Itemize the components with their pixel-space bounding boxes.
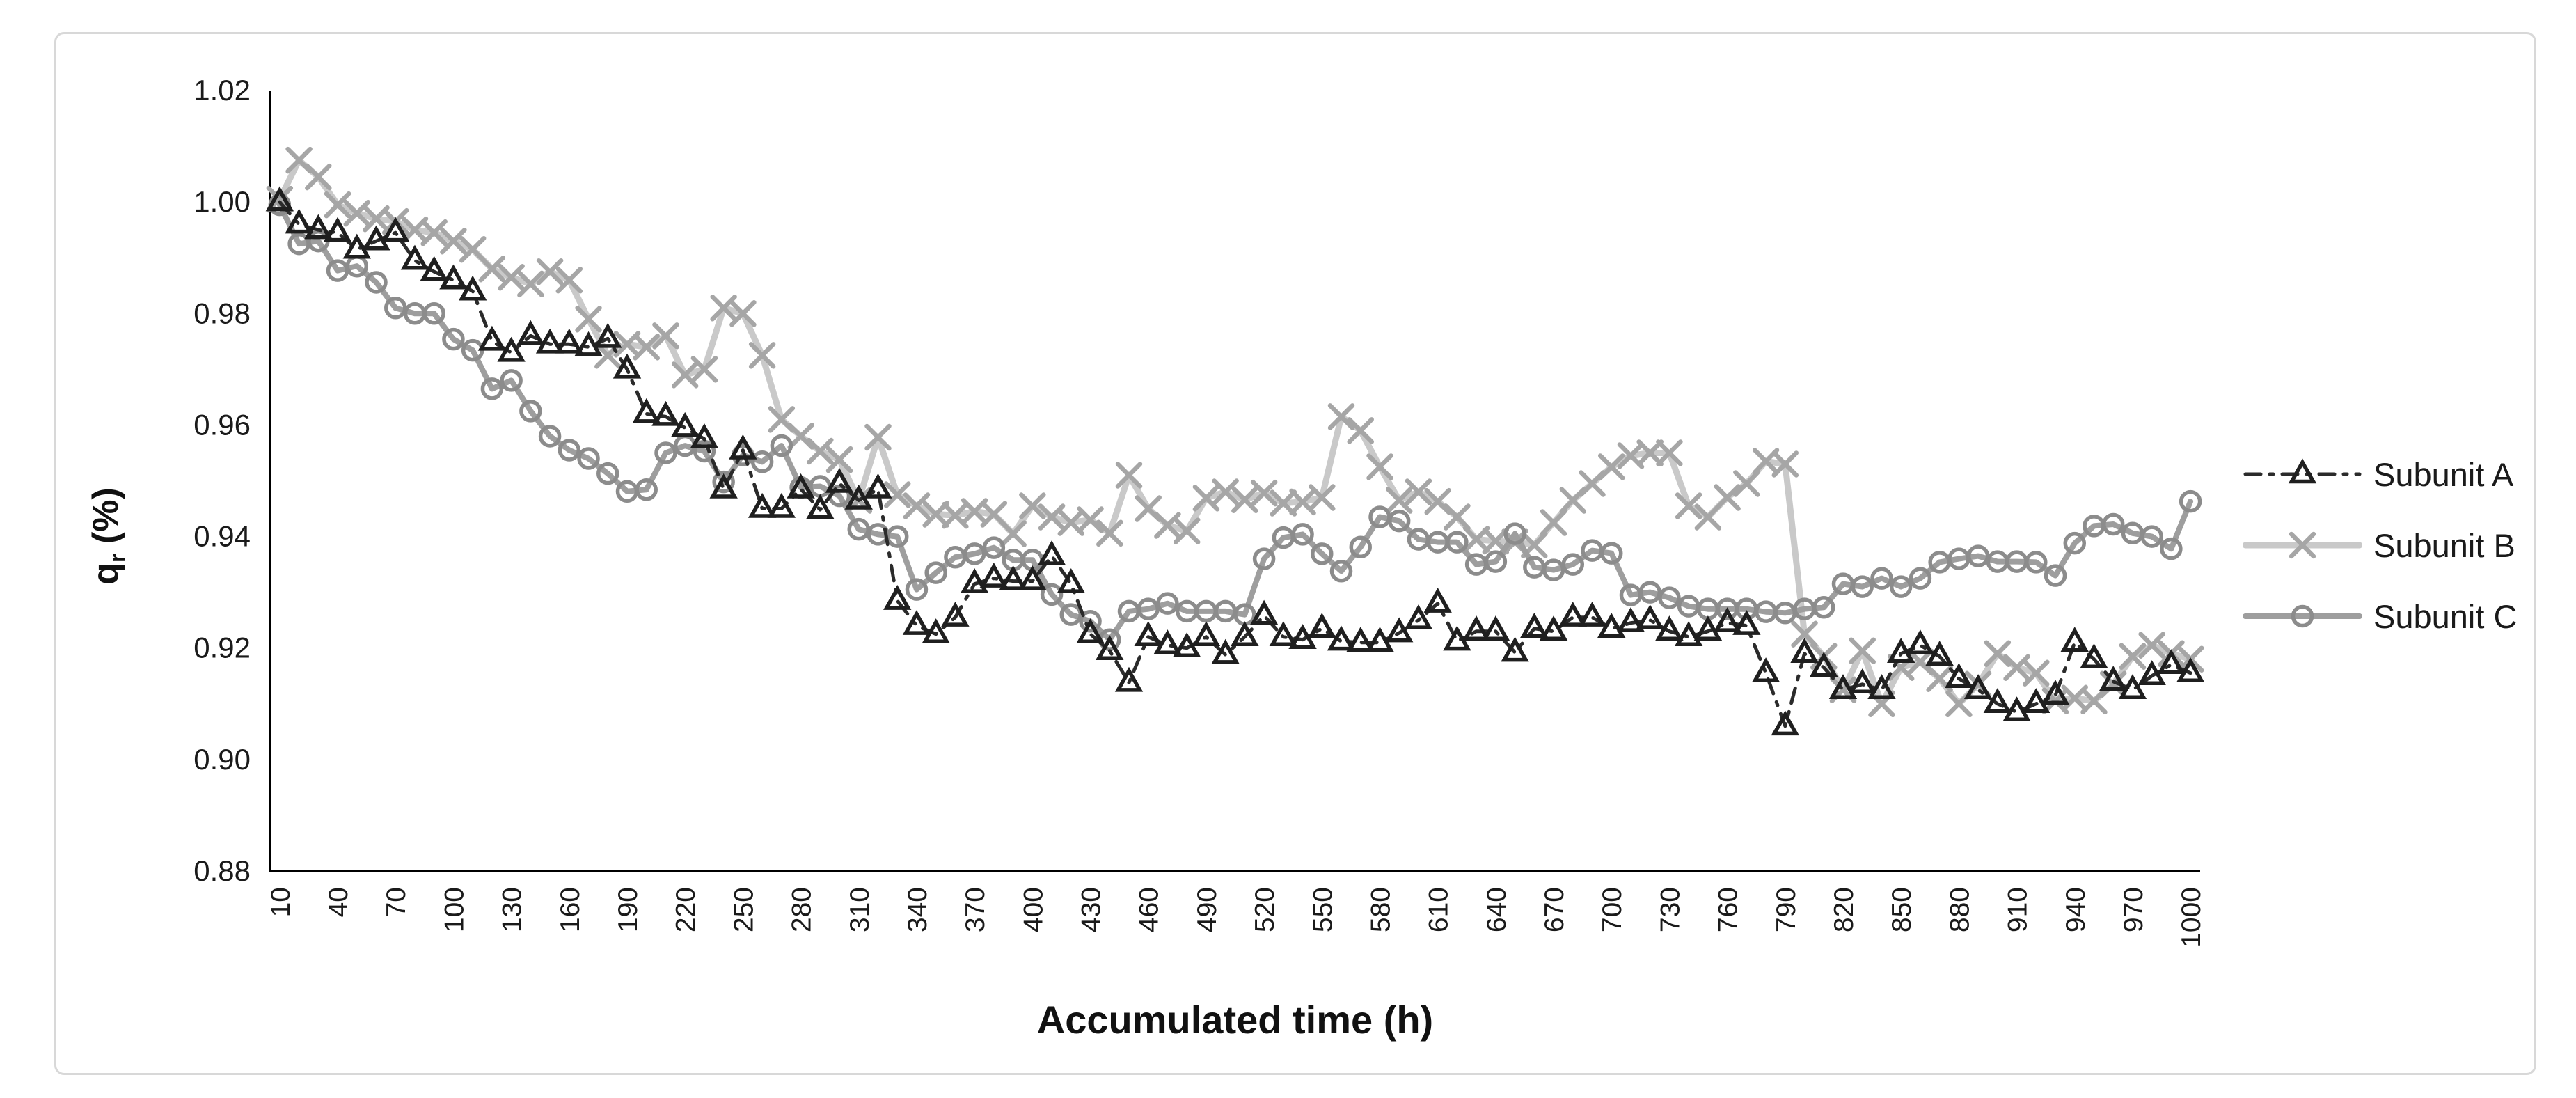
- svg-text:490: 490: [1192, 887, 1222, 932]
- svg-text:0.88: 0.88: [193, 854, 251, 887]
- axis-lines: [269, 91, 2200, 872]
- legend-label: Subunit B: [2373, 526, 2515, 564]
- svg-text:370: 370: [961, 887, 990, 932]
- series-subunit-b: [266, 146, 2204, 718]
- chart-card: [54, 32, 2536, 1075]
- series-subunit-a: [265, 186, 2205, 736]
- y-axis-tick-labels: 1.02 1.00 0.98 0.96 0.94 0.92 0.90 0.88: [193, 74, 251, 887]
- legend: Subunit A Subunit B Subunit C: [2243, 453, 2517, 638]
- svg-text:310: 310: [845, 887, 875, 932]
- svg-text:190: 190: [613, 887, 643, 932]
- svg-text:460: 460: [1135, 887, 1164, 932]
- svg-text:280: 280: [787, 887, 817, 932]
- svg-text:970: 970: [2119, 887, 2149, 932]
- y-axis-title: qr (%): [85, 487, 131, 585]
- y-axis-title-subscript: r: [105, 554, 131, 563]
- svg-text:670: 670: [1540, 887, 1570, 932]
- svg-text:790: 790: [1771, 887, 1801, 932]
- legend-marker-subunit-c-circle-icon: [2243, 604, 2362, 628]
- svg-text:0.96: 0.96: [193, 408, 251, 441]
- svg-text:340: 340: [903, 887, 933, 932]
- svg-text:1.00: 1.00: [193, 185, 251, 218]
- svg-text:1.02: 1.02: [193, 74, 251, 107]
- svg-text:760: 760: [1714, 887, 1744, 932]
- svg-text:880: 880: [1945, 887, 1975, 932]
- legend-item-subunit-a: Subunit A: [2243, 453, 2517, 496]
- svg-text:850: 850: [1887, 887, 1917, 932]
- svg-text:40: 40: [324, 887, 354, 917]
- svg-text:940: 940: [2061, 887, 2091, 932]
- svg-text:130: 130: [498, 887, 528, 932]
- svg-text:820: 820: [1829, 887, 1859, 932]
- svg-text:250: 250: [729, 887, 759, 932]
- series-subunit-c: [268, 193, 2202, 651]
- svg-text:580: 580: [1366, 887, 1396, 932]
- x-axis-tick-labels: 10 40 70 100 130 160 190 220 250 280 310 340 370 400 4…: [266, 887, 2206, 948]
- svg-text:0.90: 0.90: [193, 743, 251, 776]
- svg-text:220: 220: [671, 887, 701, 932]
- svg-text:1000: 1000: [2176, 887, 2206, 948]
- svg-text:70: 70: [381, 887, 411, 917]
- svg-text:430: 430: [1077, 887, 1107, 932]
- svg-text:10: 10: [266, 887, 296, 917]
- svg-text:100: 100: [439, 887, 469, 932]
- legend-label: Subunit C: [2373, 597, 2518, 635]
- svg-text:160: 160: [555, 887, 585, 932]
- svg-text:700: 700: [1597, 887, 1627, 932]
- x-axis-title: Accumulated time (h): [1036, 998, 1434, 1042]
- svg-text:550: 550: [1308, 887, 1338, 932]
- legend-marker-subunit-a-triangle-icon: [2243, 458, 2362, 484]
- svg-text:910: 910: [2003, 887, 2033, 932]
- svg-text:640: 640: [1482, 887, 1512, 932]
- legend-label: Subunit A: [2373, 455, 2514, 493]
- svg-text:400: 400: [1018, 887, 1048, 932]
- legend-item-subunit-c: Subunit C: [2243, 595, 2517, 638]
- legend-marker-subunit-b-x-icon: [2243, 531, 2362, 559]
- svg-text:0.94: 0.94: [193, 520, 251, 553]
- svg-text:0.92: 0.92: [193, 632, 251, 664]
- svg-text:610: 610: [1424, 887, 1454, 932]
- svg-text:520: 520: [1250, 887, 1280, 932]
- svg-text:730: 730: [1655, 887, 1685, 932]
- svg-text:0.98: 0.98: [193, 297, 251, 329]
- legend-item-subunit-b: Subunit B: [2243, 524, 2517, 567]
